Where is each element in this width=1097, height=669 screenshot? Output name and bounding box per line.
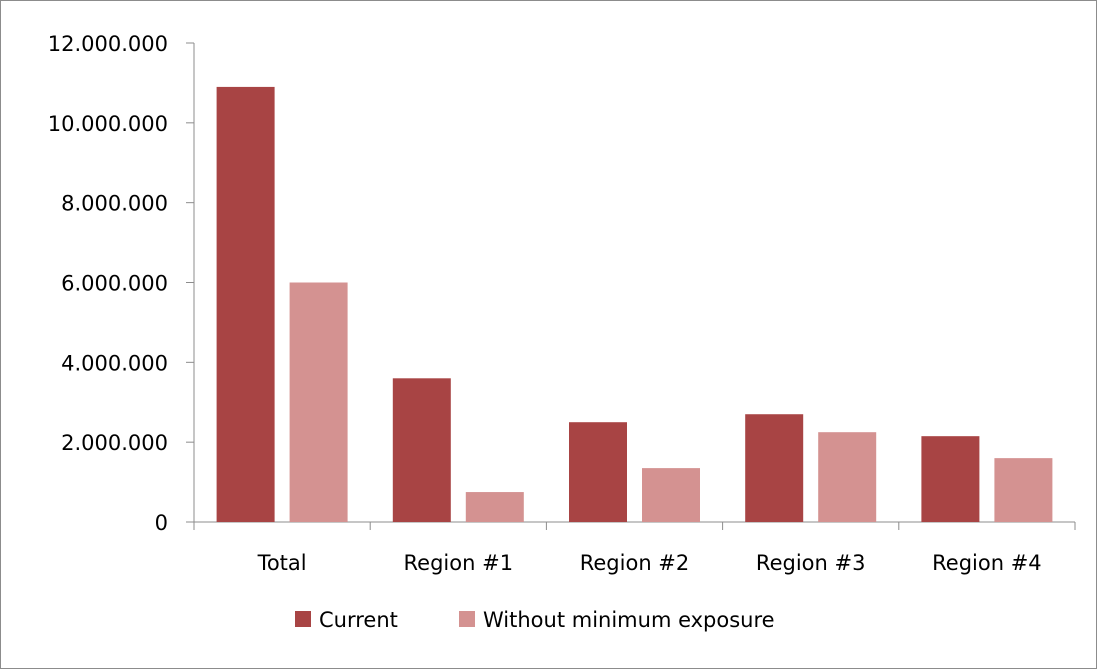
y-tick-label: 2.000.000 bbox=[61, 431, 168, 455]
bar-without-minimum-exposure bbox=[818, 432, 877, 522]
bar-current bbox=[216, 86, 275, 523]
bar-current bbox=[392, 378, 451, 522]
bar-current bbox=[921, 436, 980, 522]
y-axis-ticks: 0 2.000.000 4.000.000 6.000.000 8.000.000 10.… bbox=[48, 32, 194, 535]
x-tick-label: Region #4 bbox=[932, 551, 1042, 575]
legend: Current Without minimum exposure bbox=[295, 608, 775, 632]
bar-without-minimum-exposure bbox=[642, 468, 700, 522]
legend-swatch-without-minimum-exposure bbox=[459, 611, 475, 627]
y-tick-label: 12.000.000 bbox=[48, 32, 168, 56]
bar-without-minimum-exposure bbox=[289, 282, 348, 522]
y-tick-label: 8.000.000 bbox=[61, 192, 168, 216]
y-tick-label: 0 bbox=[155, 511, 168, 535]
legend-label-current: Current bbox=[319, 608, 398, 632]
x-tick-label: Region #3 bbox=[756, 551, 866, 575]
x-tick-label: Region #2 bbox=[580, 551, 690, 575]
x-tick-label: Region #1 bbox=[404, 551, 514, 575]
legend-swatch-current bbox=[295, 611, 311, 627]
y-tick-label: 4.000.000 bbox=[61, 351, 168, 375]
bars bbox=[216, 86, 1053, 523]
bar-current bbox=[569, 422, 627, 522]
bar-current bbox=[745, 414, 804, 522]
legend-label-without-minimum-exposure: Without minimum exposure bbox=[483, 608, 775, 632]
x-tick-label: Total bbox=[257, 551, 307, 575]
y-tick-label: 10.000.000 bbox=[48, 112, 168, 136]
bar-without-minimum-exposure bbox=[994, 458, 1053, 522]
x-axis-ticks: Total Region #1 Region #2 Region #3 Region #… bbox=[193, 522, 1076, 575]
y-tick-label: 6.000.000 bbox=[61, 272, 168, 296]
bar-without-minimum-exposure bbox=[465, 492, 524, 522]
